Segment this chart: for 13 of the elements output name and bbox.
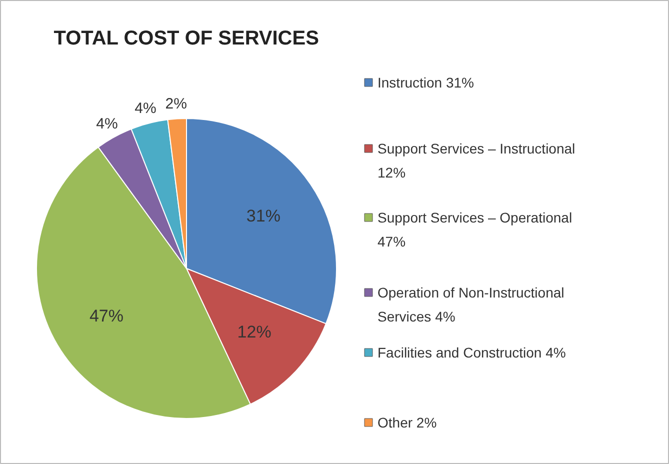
legend-label: Support Services – Instructional 12%	[378, 140, 576, 180]
data-label: 12%	[237, 322, 272, 342]
data-label: 47%	[89, 306, 124, 326]
legend-label: Support Services – Operational 47%	[378, 210, 572, 250]
chart-title: TOTAL COST OF SERVICES	[54, 28, 319, 50]
data-label: 2%	[165, 95, 187, 112]
data-label: 4%	[96, 115, 118, 132]
legend-label: Instruction 31%	[378, 74, 474, 90]
legend-label: Facilities and Construction 4%	[378, 344, 566, 360]
legend-label: Operation of Non-Instructional Services 4%	[378, 284, 564, 324]
legend-label: Other 2%	[378, 414, 437, 430]
data-label: 31%	[246, 206, 280, 226]
data-label: 4%	[134, 100, 156, 118]
